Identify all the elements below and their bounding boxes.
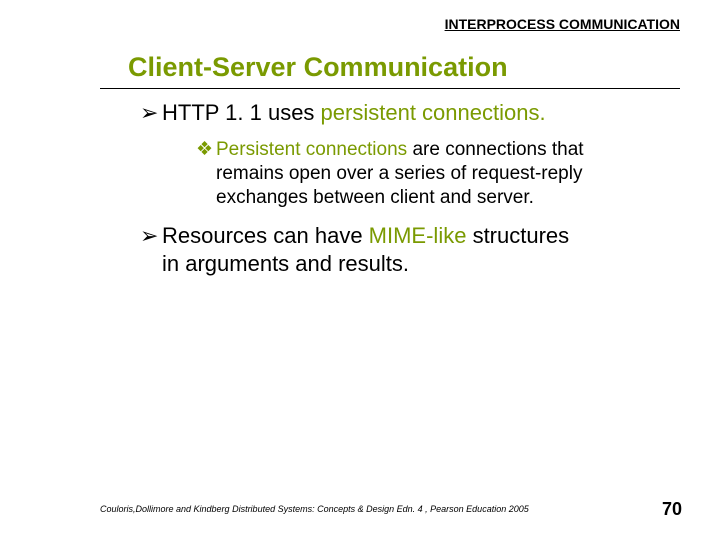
bullet-http-text-pre: HTTP 1. 1 uses xyxy=(162,100,321,125)
sub-highlight: Persistent connections xyxy=(216,139,412,160)
chapter-header: INTERPROCESS COMMUNICATION xyxy=(445,16,680,32)
bullet2-post: structures xyxy=(466,223,569,248)
slide-title: Client-Server Communication xyxy=(128,52,508,83)
bullet2-line2: in arguments and results. xyxy=(140,250,660,278)
arrow-icon: ➢ xyxy=(140,222,162,250)
bullet-http-highlight: persistent connections. xyxy=(321,100,546,125)
sub-rest1: are connections that xyxy=(412,139,583,160)
page-number: 70 xyxy=(662,499,682,520)
sub-line2: remains open over a series of request-re… xyxy=(196,162,656,186)
arrow-icon: ➢ xyxy=(140,100,162,126)
sub-line3: exchanges between client and server. xyxy=(196,186,656,210)
diamond-icon: ❖ xyxy=(196,138,216,162)
sub-bullet-persistent: ❖Persistent connections are connections … xyxy=(196,138,656,209)
bullet-resources: ➢Resources can have MIME-like structures… xyxy=(140,222,660,277)
bullet2-pre: Resources can have xyxy=(162,223,369,248)
bullet-http: ➢HTTP 1. 1 uses persistent connections. xyxy=(140,100,660,126)
footer-citation: Couloris,Dollimore and Kindberg Distribu… xyxy=(100,504,529,514)
bullet2-highlight: MIME-like xyxy=(369,223,467,248)
title-underline xyxy=(100,88,680,89)
